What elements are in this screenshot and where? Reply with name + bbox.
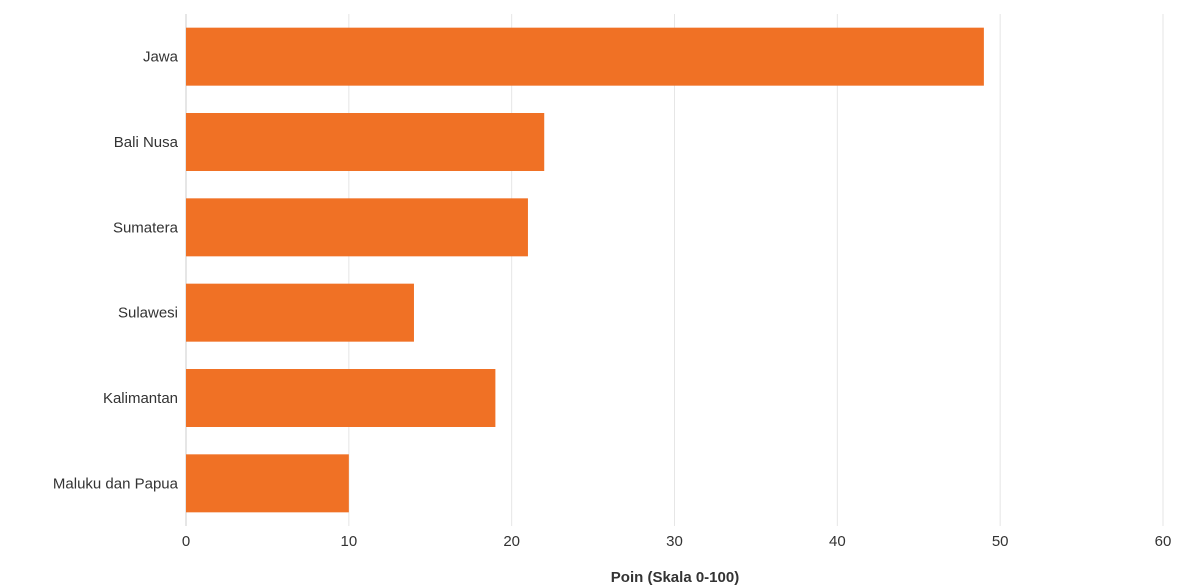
category-labels: Jawa Bali Nusa Sumatera Sulawesi Kalimantan M… [53,49,179,493]
category-label: Sumatera [113,219,179,236]
gridlines [185,14,1164,526]
x-tick-label: 30 [666,533,683,550]
bar[interactable] [186,113,545,171]
x-tick-label: 60 [1155,533,1172,550]
bars [186,27,984,513]
category-label: Maluku dan Papua [53,475,179,492]
x-tick-label: 50 [992,533,1009,550]
x-tick-label: 10 [340,533,357,550]
category-label: Kalimantan [103,390,178,407]
bar[interactable] [186,27,984,86]
x-tick-label: 20 [503,533,520,550]
bar[interactable] [186,369,496,427]
x-tick-label: 0 [182,533,190,550]
x-tick-label: 40 [829,533,846,550]
category-label: Bali Nusa [114,134,179,151]
x-tick-labels: 0 10 20 30 40 50 60 [182,533,1172,550]
bar[interactable] [186,198,528,257]
bar[interactable] [186,454,349,513]
category-label: Sulawesi [118,305,178,322]
category-label: Jawa [143,49,179,66]
x-axis-title: Poin (Skala 0-100) [611,569,739,586]
bar[interactable] [186,283,414,342]
